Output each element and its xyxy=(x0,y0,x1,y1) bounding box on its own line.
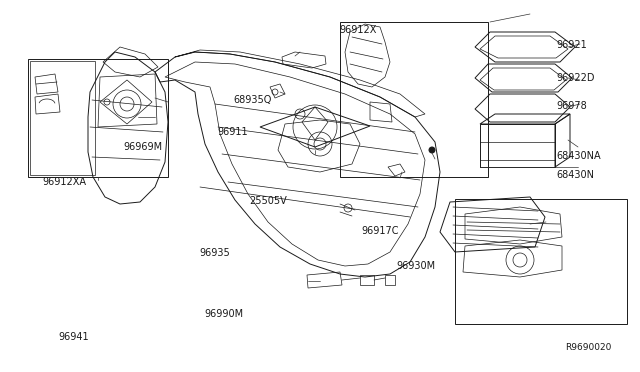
Text: 96930M: 96930M xyxy=(397,261,436,271)
Bar xyxy=(340,22,488,177)
Bar xyxy=(28,59,168,177)
Bar xyxy=(360,275,374,285)
Text: 96922D: 96922D xyxy=(557,73,595,83)
Text: R9690020: R9690020 xyxy=(565,343,611,352)
Text: 68430NA: 68430NA xyxy=(557,151,602,161)
Text: 96912XA: 96912XA xyxy=(42,177,86,187)
Bar xyxy=(455,199,627,324)
Text: 68430N: 68430N xyxy=(557,170,595,180)
Text: 96990M: 96990M xyxy=(205,310,244,319)
Text: 96911: 96911 xyxy=(218,127,248,137)
Text: 96917C: 96917C xyxy=(362,226,399,235)
Text: 96912X: 96912X xyxy=(339,25,376,35)
Bar xyxy=(30,61,95,175)
Text: 68935Q: 68935Q xyxy=(234,96,272,105)
Text: 96969M: 96969M xyxy=(124,142,163,152)
Text: 96921: 96921 xyxy=(557,40,588,49)
Bar xyxy=(385,275,395,285)
Text: 96978: 96978 xyxy=(557,101,588,111)
Text: 96941: 96941 xyxy=(58,332,89,341)
Text: 96935: 96935 xyxy=(199,248,230,258)
Text: 25505V: 25505V xyxy=(250,196,287,206)
Circle shape xyxy=(429,147,435,153)
